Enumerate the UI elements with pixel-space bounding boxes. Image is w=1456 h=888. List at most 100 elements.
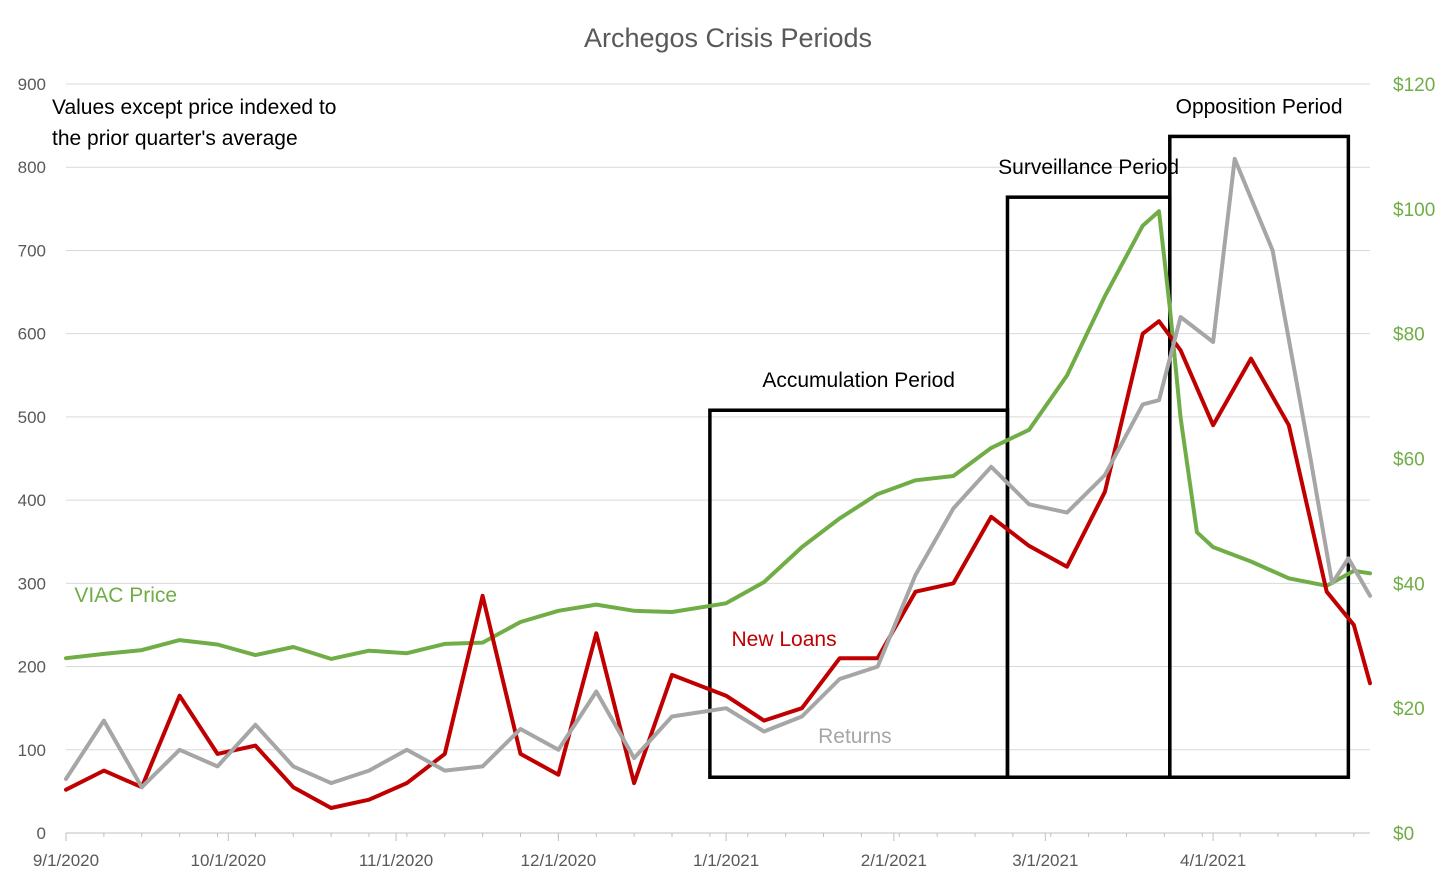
x-tick-label: 1/1/2021 <box>693 851 759 870</box>
period-box-opposition-period <box>1168 134 1351 779</box>
gridlines <box>66 83 1370 751</box>
data-point-returns <box>724 706 728 710</box>
data-point-returns <box>253 723 257 727</box>
data-point-returns <box>762 729 766 734</box>
data-point-returns <box>291 764 295 769</box>
y-right-tick-label: $100 <box>1393 200 1435 221</box>
data-point-viac-price <box>405 651 409 655</box>
data-point-returns <box>989 465 993 469</box>
data-point-new-loans <box>102 768 106 773</box>
data-point-viac-price <box>1027 428 1031 432</box>
data-point-viac-price <box>253 653 257 657</box>
y-left-tick-label: 400 <box>18 491 46 510</box>
data-point-returns <box>800 714 804 719</box>
data-point-returns <box>838 677 842 681</box>
data-point-new-loans <box>1027 544 1031 548</box>
y-left-tick-label: 0 <box>37 824 46 843</box>
data-point-new-loans <box>951 581 955 585</box>
data-point-new-loans <box>594 631 598 635</box>
data-point-new-loans <box>556 773 560 777</box>
data-point-new-loans <box>329 806 333 810</box>
data-point-new-loans <box>253 744 257 748</box>
axes: 0 100 200 300 400 500 600 700 800 900 $0 $20 $40 $60 $… <box>18 75 1436 870</box>
x-tick-label: 10/1/2020 <box>191 851 267 870</box>
chart-labels: Archegos Crisis Periods Values except pri… <box>52 23 1343 748</box>
data-point-viac-price <box>632 609 636 613</box>
y-left-tick-label: 700 <box>18 241 46 260</box>
y-right-tick-label: $20 <box>1393 699 1425 720</box>
period-box-surveillance-period <box>1005 195 1172 779</box>
x-tick-label: 3/1/2021 <box>1012 851 1078 870</box>
y-left-tick-label: 800 <box>18 158 46 177</box>
data-point-new-loans <box>178 694 182 698</box>
data-point-returns <box>670 714 674 719</box>
data-point-new-loans <box>989 515 993 519</box>
data-point-viac-price <box>329 657 333 661</box>
y-right-tick-label: $120 <box>1393 75 1435 96</box>
data-point-viac-price <box>556 609 560 613</box>
period-boxes <box>708 134 1351 779</box>
data-point-viac-price <box>989 446 993 450</box>
data-point-new-loans <box>876 656 880 660</box>
data-point-new-loans <box>443 752 447 756</box>
data-point-returns <box>632 756 636 760</box>
data-point-viac-price <box>140 648 144 652</box>
data-point-viac-price <box>178 638 182 642</box>
data-point-new-loans <box>64 788 68 792</box>
series-label-new-loans: New Loans <box>732 628 837 651</box>
data-point-returns <box>1368 594 1372 598</box>
y-right-tick-label: $0 <box>1393 824 1414 845</box>
series-line-returns <box>64 156 1372 790</box>
period-label-opposition-period: Opposition Period <box>1176 95 1343 118</box>
data-point-returns <box>102 719 106 723</box>
period-box-accumulation-period <box>708 408 1010 779</box>
data-point-returns <box>594 689 598 694</box>
data-point-returns <box>367 768 371 773</box>
data-point-new-loans <box>632 781 636 785</box>
x-tick-label: 2/1/2021 <box>861 851 927 870</box>
data-point-viac-price <box>838 516 842 521</box>
data-point-new-loans <box>800 706 804 710</box>
data-point-returns <box>405 748 409 752</box>
data-point-viac-price <box>724 601 728 605</box>
data-point-viac-price <box>1249 559 1253 564</box>
data-point-returns <box>215 764 220 769</box>
data-point-viac-price <box>594 602 598 607</box>
data-point-viac-price <box>800 545 804 549</box>
series-label-viac-price: VIAC Price <box>74 584 177 607</box>
data-point-new-loans <box>762 719 766 723</box>
data-point-returns <box>951 506 955 511</box>
data-point-viac-price <box>1157 209 1161 213</box>
data-point-viac-price <box>1103 294 1107 298</box>
y-right-tick-label: $80 <box>1393 325 1425 346</box>
data-point-returns <box>1346 556 1350 560</box>
data-point-returns <box>556 748 560 752</box>
data-point-new-loans <box>367 798 371 802</box>
data-point-viac-price <box>913 478 918 482</box>
data-point-viac-price <box>1179 416 1183 420</box>
data-point-new-loans <box>1211 423 1215 427</box>
data-point-viac-price <box>443 642 447 646</box>
data-point-returns <box>178 748 182 752</box>
data-point-returns <box>1027 502 1031 506</box>
y-left-tick-label: 900 <box>18 75 46 94</box>
data-point-viac-price <box>1368 571 1372 575</box>
data-point-viac-price <box>1141 224 1145 228</box>
data-point-viac-price <box>1168 305 1172 310</box>
data-point-new-loans <box>1179 348 1183 352</box>
data-point-returns <box>1271 248 1275 253</box>
y-right-tick-label: $60 <box>1393 450 1425 471</box>
data-point-new-loans <box>215 752 220 756</box>
data-point-viac-price <box>1287 576 1291 580</box>
series-lines <box>64 156 1372 810</box>
data-point-returns <box>1308 456 1313 461</box>
data-point-viac-price <box>215 642 220 647</box>
data-point-new-loans <box>670 673 674 677</box>
data-point-viac-price <box>1065 373 1069 378</box>
period-label-surveillance-period: Surveillance Period <box>998 156 1179 179</box>
data-point-returns <box>481 764 485 769</box>
data-point-viac-price <box>876 492 880 496</box>
y-right-tick-label: $40 <box>1393 574 1425 595</box>
y-left-tick-label: 200 <box>18 658 46 677</box>
